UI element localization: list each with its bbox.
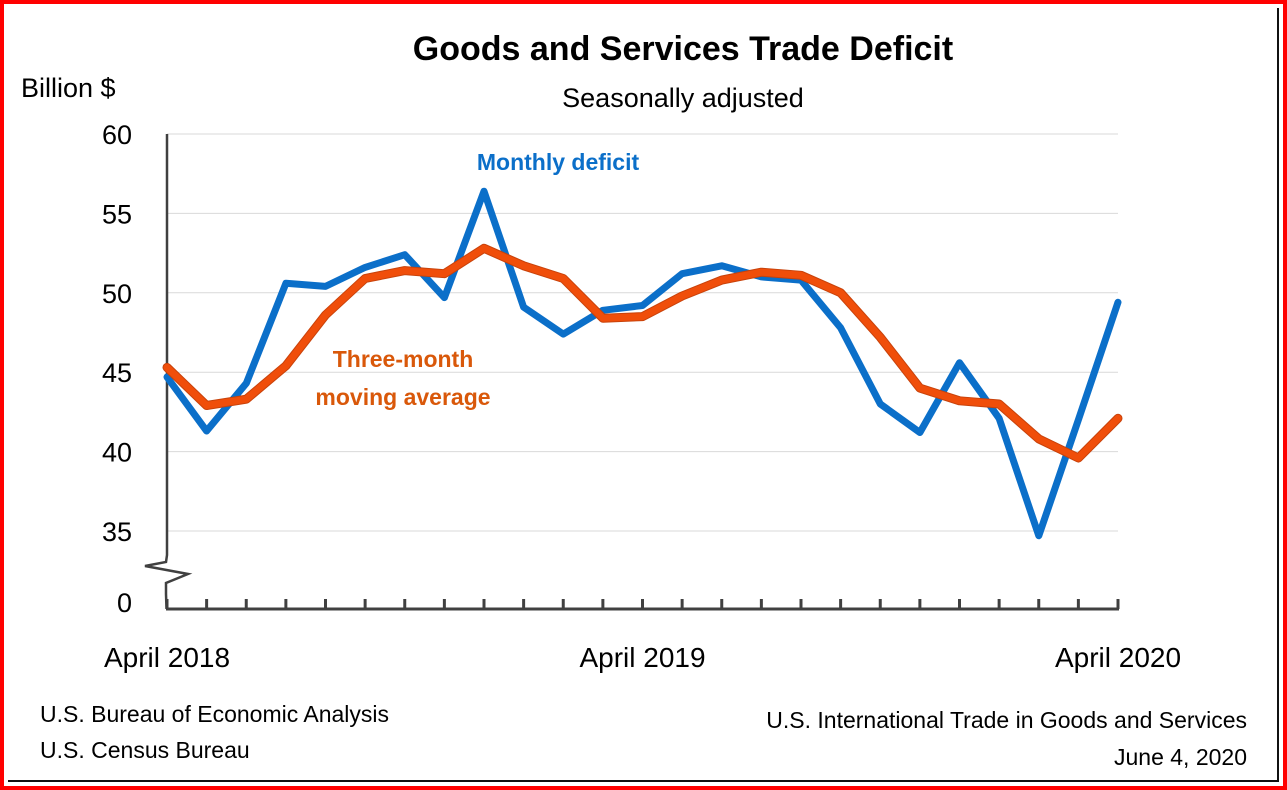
x-tick-label: April 2018 — [104, 642, 230, 673]
y-tick-label: 60 — [102, 120, 132, 150]
moving-average-label-line1: Three-month — [333, 346, 474, 372]
gridlines — [167, 133, 1118, 532]
y-tick-labels: 60 55 50 45 40 35 0 — [102, 120, 132, 618]
chart-subtitle: Seasonally adjusted — [562, 83, 804, 113]
y-tick-label: 35 — [102, 517, 132, 547]
release-date: June 4, 2020 — [1114, 744, 1247, 770]
x-tick-label: April 2019 — [579, 642, 705, 673]
monthly-deficit-label: Monthly deficit — [477, 149, 640, 175]
y-tick-label-zero: 0 — [117, 588, 132, 618]
release-name: U.S. International Trade in Goods and Se… — [766, 707, 1247, 733]
x-tick-labels: April 2018 April 2019 April 2020 — [104, 642, 1181, 673]
source-bea: U.S. Bureau of Economic Analysis — [40, 701, 389, 727]
moving-average-line — [163, 244, 1122, 462]
y-tick-label: 55 — [102, 199, 132, 229]
axes — [144, 134, 1120, 611]
moving-average-line-outline — [162, 243, 1123, 463]
y-axis-unit-label: Billion $ — [21, 73, 116, 103]
moving-average-label-line2: moving average — [315, 384, 490, 410]
source-census: U.S. Census Bureau — [40, 737, 250, 763]
y-axis-line-with-break — [144, 134, 193, 610]
chart-title: Goods and Services Trade Deficit — [413, 30, 953, 68]
y-tick-label: 45 — [102, 358, 132, 388]
y-tick-label: 40 — [102, 438, 132, 468]
chart-inner-shadow — [8, 8, 1279, 782]
monthly-deficit-line — [163, 187, 1122, 540]
series-lines — [162, 187, 1123, 540]
y-tick-label: 50 — [102, 279, 132, 309]
x-tick-label: April 2020 — [1055, 642, 1181, 673]
